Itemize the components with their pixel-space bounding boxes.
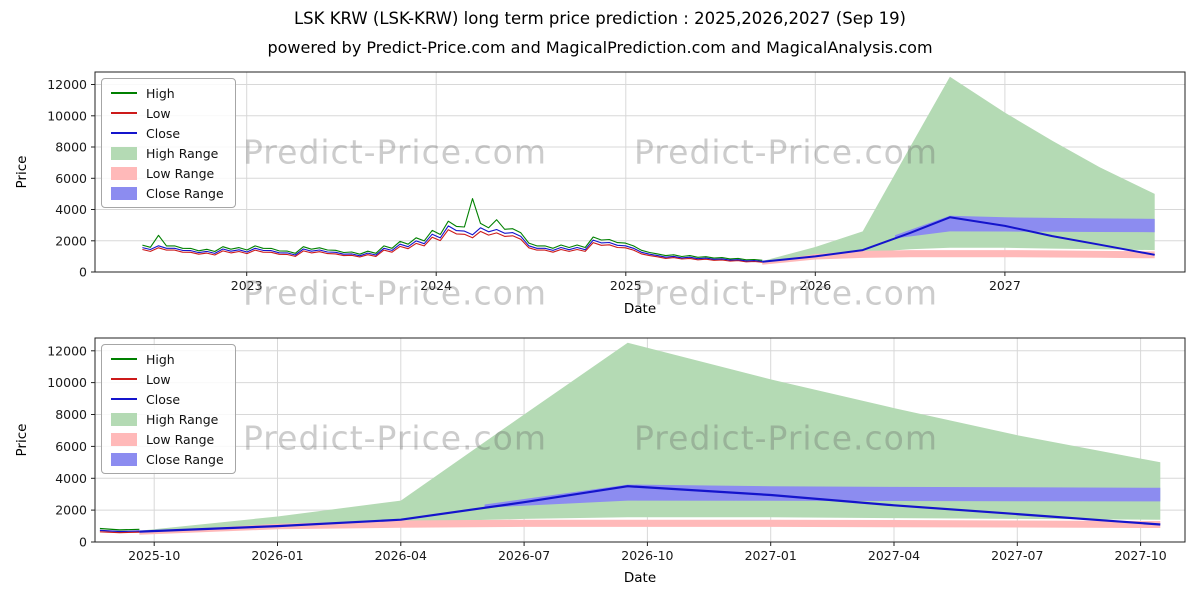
high-swatch xyxy=(111,358,137,360)
y-tick-label: 10000 xyxy=(47,108,87,123)
close-range-band xyxy=(895,215,1155,239)
legend-label: High xyxy=(146,85,175,101)
bottom-x-axis-label: Date xyxy=(623,570,657,586)
y-tick-label: 4000 xyxy=(55,471,87,486)
x-tick-label: 2027-04 xyxy=(868,548,920,563)
y-tick-label: 6000 xyxy=(55,171,87,186)
legend-item-high-range: High Range xyxy=(111,411,224,427)
x-tick-label: 2026-04 xyxy=(375,548,427,563)
low-range-swatch xyxy=(111,166,137,180)
legend-item-high: High xyxy=(111,85,224,101)
y-tick-label: 12000 xyxy=(47,77,87,92)
plot-border xyxy=(94,71,1186,273)
watermark-text: Predict-Price.com xyxy=(242,418,548,458)
chart-subtitle: powered by Predict-Price.com and Magical… xyxy=(267,38,933,57)
close-range-swatch xyxy=(111,186,137,200)
legend-item-low-range: Low Range xyxy=(111,431,224,447)
close-line xyxy=(99,529,140,533)
high-line xyxy=(99,527,140,531)
legend-item-low: Low xyxy=(111,371,224,387)
legend-label: Low Range xyxy=(146,165,215,181)
legend-item-close-range: Close Range xyxy=(111,451,224,467)
x-tick-label: 2025-10 xyxy=(128,548,180,563)
y-tick-label: 2000 xyxy=(55,233,87,248)
watermark-text: Predict-Price.com xyxy=(633,418,939,458)
watermark-text: Predict-Price.com xyxy=(633,273,939,313)
watermark-text: Predict-Price.com xyxy=(633,132,939,172)
close-forecast-line xyxy=(139,485,1161,533)
close-line xyxy=(142,225,763,262)
y-tick-label: 8000 xyxy=(55,407,87,422)
top-chart-legend: High Low Close High Range Low Range Close Ran… xyxy=(101,78,236,208)
legend-item-high-range: High Range xyxy=(111,145,224,161)
x-tick-label: 2027-10 xyxy=(1114,548,1166,563)
close-range-swatch xyxy=(111,452,137,466)
y-tick-label: 12000 xyxy=(47,343,87,358)
legend-label: High Range xyxy=(146,145,219,161)
y-tick-label: 6000 xyxy=(55,439,87,454)
high-swatch xyxy=(111,92,137,94)
legend-label: Close Range xyxy=(146,185,224,201)
legend-item-close-range: Close Range xyxy=(111,185,224,201)
chart-title: LSK KRW (LSK-KRW) long term price predic… xyxy=(293,9,906,28)
legend-item-low: Low xyxy=(111,105,224,121)
high-range-swatch xyxy=(111,146,137,160)
watermark-text: Predict-Price.com xyxy=(242,273,548,313)
legend-label: High Range xyxy=(146,411,219,427)
close-swatch xyxy=(111,132,137,134)
legend-item-close: Close xyxy=(111,391,224,407)
y-tick-label: 10000 xyxy=(47,375,87,390)
high-range-swatch xyxy=(111,412,137,426)
y-tick-label: 8000 xyxy=(55,140,87,155)
bottom-chart-legend: High Low Close High Range Low Range Close Ran… xyxy=(101,344,236,474)
x-tick-label: 2026-10 xyxy=(621,548,673,563)
legend-item-low-range: Low Range xyxy=(111,165,224,181)
bottom-y-axis-label: Price xyxy=(14,423,30,457)
low-swatch xyxy=(111,112,137,114)
legend-label: Close Range xyxy=(146,451,224,467)
x-tick-label: 2026-01 xyxy=(251,548,303,563)
legend-item-close: Close xyxy=(111,125,224,141)
legend-label: Close xyxy=(146,391,181,407)
x-tick-label: 2027-01 xyxy=(745,548,797,563)
legend-label: Close xyxy=(146,125,181,141)
y-tick-label: 0 xyxy=(79,535,87,550)
x-tick-label: 2027-07 xyxy=(991,548,1043,563)
x-tick-label: 2027 xyxy=(989,278,1021,293)
top-y-axis-label: Price xyxy=(14,155,30,189)
high-line xyxy=(142,198,763,261)
y-tick-label: 0 xyxy=(79,265,87,280)
legend-label: Low xyxy=(146,371,171,387)
legend-label: High xyxy=(146,351,175,367)
y-tick-label: 2000 xyxy=(55,503,87,518)
top-x-axis-label: Date xyxy=(623,301,657,317)
close-forecast-line xyxy=(762,216,1155,263)
low-range-swatch xyxy=(111,432,137,446)
legend-item-high: High xyxy=(111,351,224,367)
y-tick-label: 4000 xyxy=(55,202,87,217)
low-line xyxy=(99,531,140,534)
low-line xyxy=(142,229,763,263)
low-range-band xyxy=(762,250,1155,265)
low-range-band xyxy=(139,519,1161,535)
low-swatch xyxy=(111,378,137,380)
legend-label: Low Range xyxy=(146,431,215,447)
close-range-band xyxy=(484,484,1161,508)
legend-label: Low xyxy=(146,105,171,121)
close-swatch xyxy=(111,398,137,400)
x-tick-label: 2026-07 xyxy=(498,548,550,563)
watermark-text: Predict-Price.com xyxy=(242,132,548,172)
